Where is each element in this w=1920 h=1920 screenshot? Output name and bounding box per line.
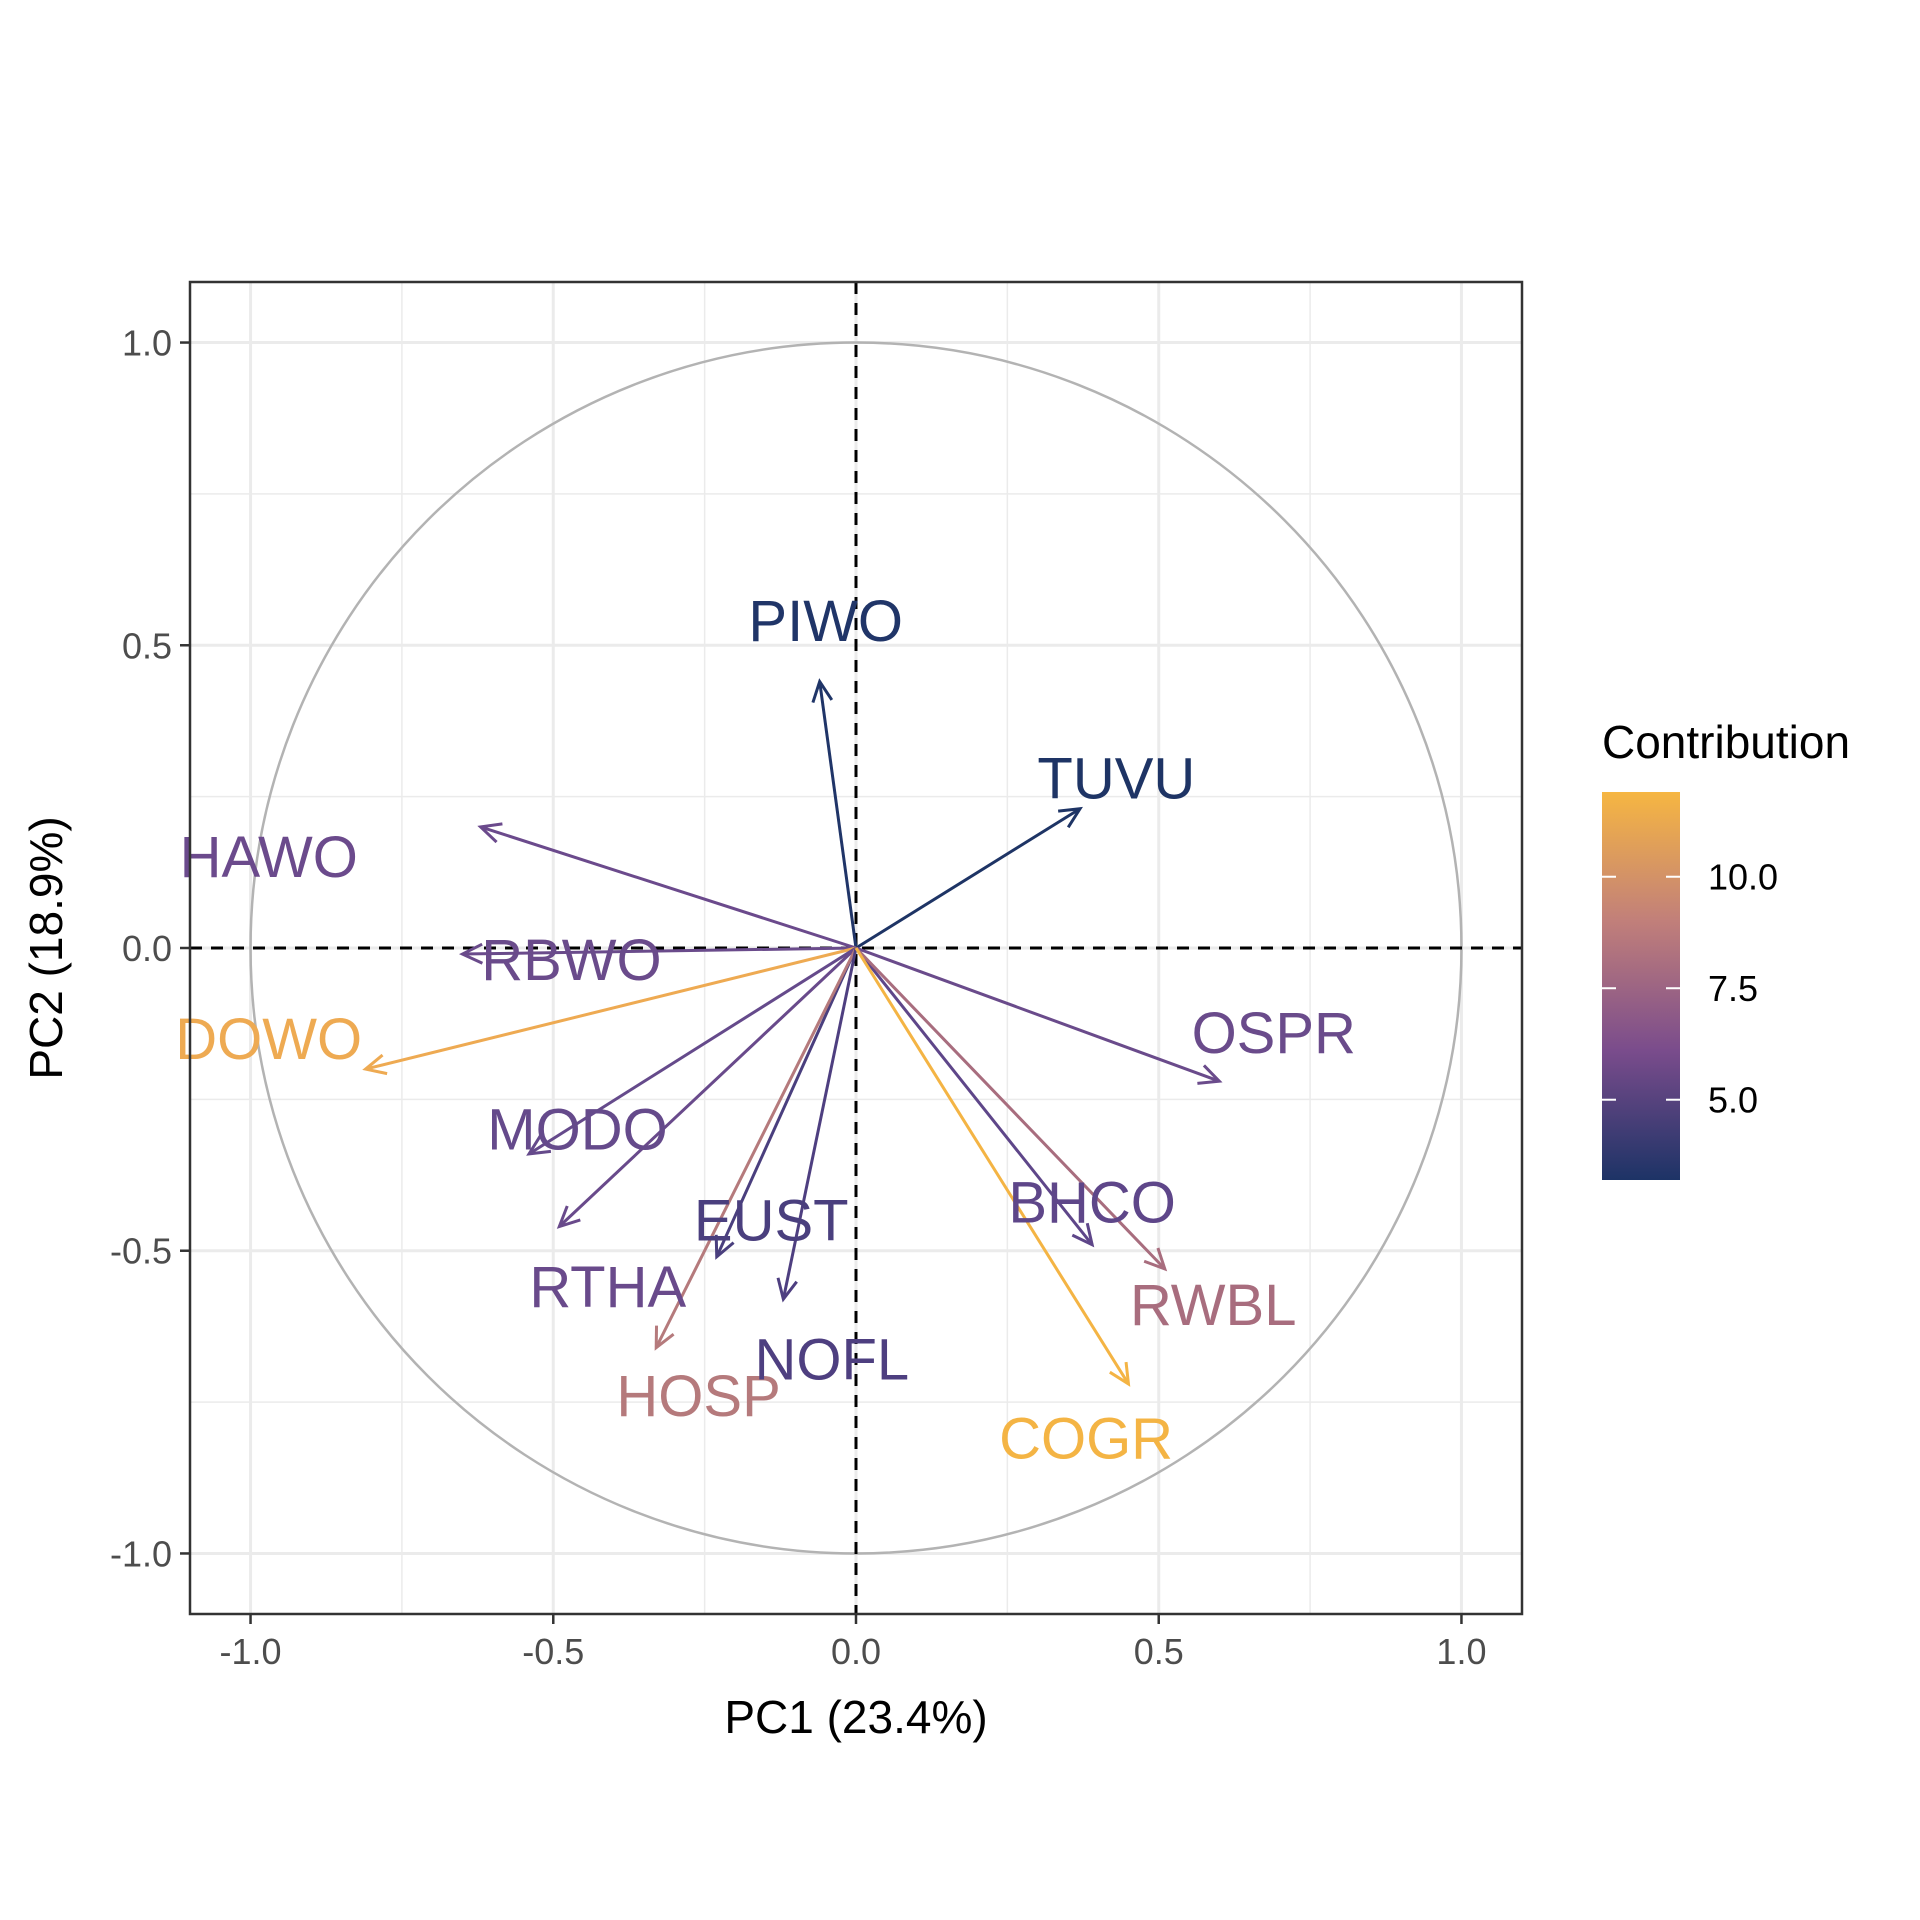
legend-break-label: 5.0 [1708,1080,1758,1121]
arrowhead-eust [714,1234,735,1260]
x-axis-title: PC1 (23.4%) [724,1691,987,1743]
arrow-eust [715,947,858,1258]
label-rbwo: RBWO [481,928,661,993]
y-tick-label: 0.0 [122,928,172,969]
y-tick-label: -1.0 [110,1533,172,1574]
arrow-hawo [480,825,857,950]
arrowhead-hosp [654,1325,675,1351]
legend-break-label: 10.0 [1708,857,1778,898]
y-axis-ticks: 1.0 0.5 0.0 -0.5 -1.0 [110,323,190,1574]
arrowhead-hawo [477,822,503,844]
label-ospr: OSPR [1192,1001,1356,1066]
x-axis-ticks: -1.0 -0.5 0.0 0.5 1.0 [220,1614,1486,1672]
label-tuvu: TUVU [1037,746,1195,811]
y-axis-title: PC2 (18.9%) [20,816,72,1079]
x-tick-label: 1.0 [1436,1631,1486,1672]
y-tick-label: -0.5 [110,1231,172,1272]
legend-colorbar [1602,792,1680,1180]
arrow-dowo [365,946,857,1071]
arrowhead-rtha [556,1205,581,1229]
y-tick-label: 1.0 [122,323,172,364]
arrow-piwo [818,681,858,949]
label-hosp: HOSP [616,1364,780,1429]
arrowhead-modo [526,1134,552,1156]
x-tick-label: -1.0 [220,1631,282,1672]
legend: Contribution 10.0 7.5 5.0 [1602,716,1850,1180]
legend-title: Contribution [1602,716,1850,768]
legend-break-label: 7.5 [1708,968,1758,1009]
label-nofl: NOFL [754,1328,909,1393]
label-modo: MODO [487,1098,667,1163]
arrow-rbwo [462,946,857,956]
arrow-modo [528,946,857,1156]
arrowhead-bhco [1071,1222,1095,1248]
arrow-rwbl [854,946,1166,1270]
arrow-ospr [855,946,1220,1083]
arrowhead-nofl [776,1277,798,1303]
legend-breaks: 10.0 7.5 5.0 [1602,857,1778,1121]
y-tick-label: 0.5 [122,625,172,666]
label-rwbl: RWBL [1130,1273,1297,1338]
arrow-hosp [654,947,858,1349]
arrow-cogr [854,947,1130,1385]
arrowhead-tuvu [1057,806,1083,829]
variable-arrows [362,678,1223,1387]
arrow-tuvu [855,807,1081,950]
x-tick-label: -0.5 [522,1631,584,1672]
arrow-nofl [781,947,858,1300]
arrowhead-dowo [362,1053,388,1076]
arrowhead-cogr [1109,1361,1131,1387]
label-hawo: HAWO [180,825,358,890]
label-piwo: PIWO [748,589,903,654]
label-cogr: COGR [999,1406,1173,1471]
arrowhead-ospr [1197,1064,1223,1085]
label-eust: EUST [694,1188,849,1253]
arrow-bhco [854,947,1094,1246]
arrowhead-piwo [811,678,834,703]
arrowhead-rbwo [458,942,484,965]
label-rtha: RTHA [529,1255,686,1320]
arrow-rtha [558,946,858,1228]
x-tick-label: 0.5 [1134,1631,1184,1672]
arrowhead-rwbl [1143,1247,1168,1272]
label-dowo: DOWO [175,1007,362,1072]
x-tick-label: 0.0 [831,1631,881,1672]
label-bhco: BHCO [1008,1170,1176,1235]
